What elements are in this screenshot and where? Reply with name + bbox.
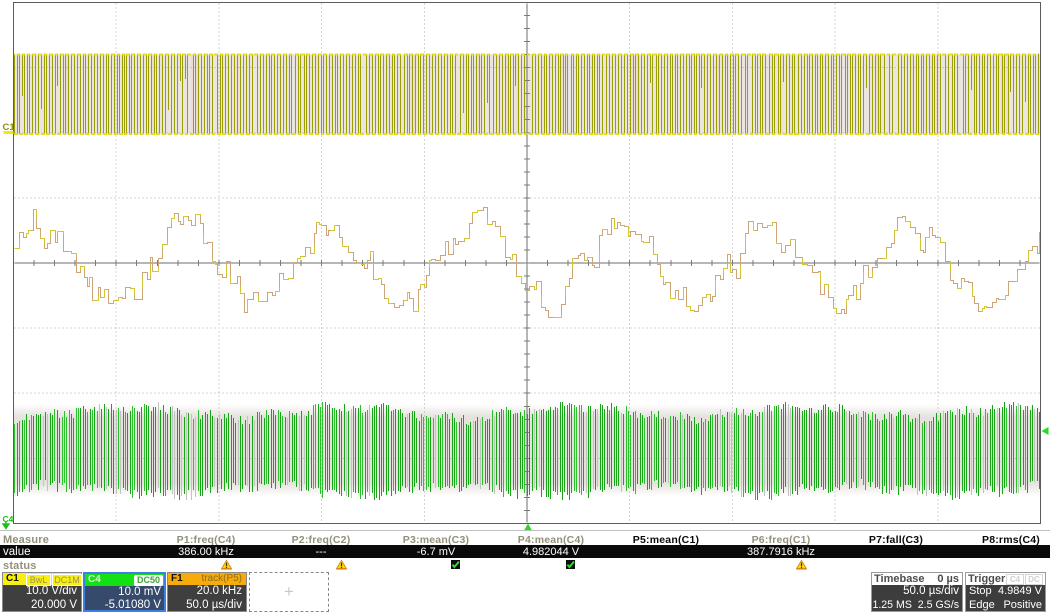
svg-text:C1: C1 [3,122,16,133]
svg-text:C4: C4 [3,514,14,524]
